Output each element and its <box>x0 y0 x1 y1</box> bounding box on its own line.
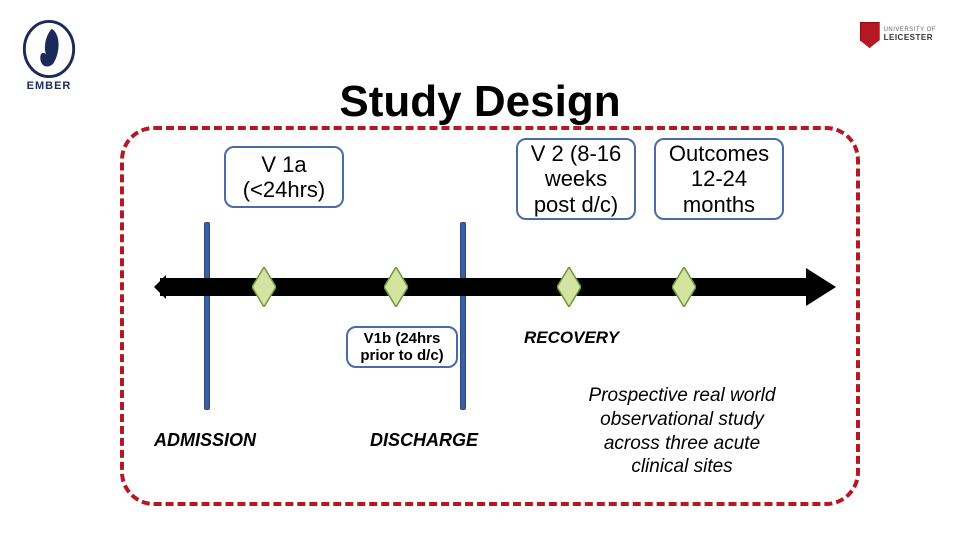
timeline-arrowhead <box>806 268 836 306</box>
head-profile-icon <box>20 20 78 78</box>
diagram-frame: V 1a(<24hrs) V 2 (8-16weekspost d/c) Out… <box>120 126 860 506</box>
university-name: UNIVERSITY OF LEICESTER <box>884 27 936 42</box>
timeline-diamond-4 <box>672 267 696 307</box>
shield-icon <box>860 22 880 48</box>
vbar-discharge <box>460 222 466 410</box>
timeline-diamond-2 <box>384 267 408 307</box>
label-recovery: RECOVERY <box>524 328 619 348</box>
timeline-diamond-3 <box>557 267 581 307</box>
timeline-diamond-1 <box>252 267 276 307</box>
callout-v2: V 2 (8-16weekspost d/c) <box>516 138 636 220</box>
page-title: Study Design <box>0 77 960 127</box>
leicester-logo: UNIVERSITY OF LEICESTER <box>860 22 936 48</box>
label-discharge: DISCHARGE <box>370 430 478 451</box>
callout-outcomes: Outcomes12-24months <box>654 138 784 220</box>
study-description: Prospective real worldobservational stud… <box>552 384 812 479</box>
callout-v1a: V 1a(<24hrs) <box>224 146 344 208</box>
callout-v1b: V1b (24hrsprior to d/c) <box>346 326 458 368</box>
label-admission: ADMISSION <box>154 430 256 451</box>
vbar-admission <box>204 222 210 410</box>
